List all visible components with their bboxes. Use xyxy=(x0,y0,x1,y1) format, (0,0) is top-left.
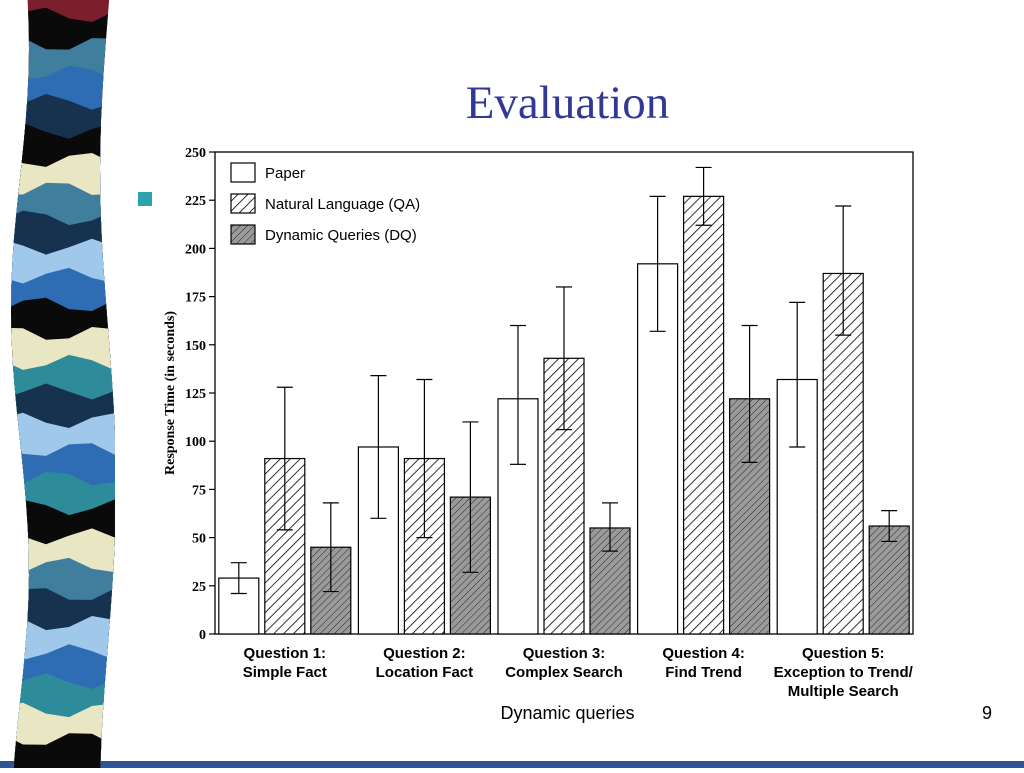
legend-label: Paper xyxy=(265,165,305,182)
legend-label: Natural Language (QA) xyxy=(265,196,420,213)
x-category-label: Question 1: xyxy=(244,645,327,662)
error-bar xyxy=(881,510,898,543)
bullet-marker xyxy=(138,192,152,206)
legend-swatch xyxy=(230,224,256,245)
y-tick-label: 150 xyxy=(185,339,206,354)
error-bar xyxy=(741,324,758,464)
legend-swatch xyxy=(230,193,256,214)
error-bar xyxy=(416,378,433,539)
error-bar xyxy=(462,421,479,573)
page-number: 9 xyxy=(981,703,992,723)
bottom-accent-bar xyxy=(0,761,1024,768)
x-category-label: Exception to Trend/ xyxy=(774,664,914,681)
y-tick-label: 225 xyxy=(185,194,206,209)
y-tick-label: 100 xyxy=(185,435,206,450)
y-tick-label: 0 xyxy=(199,628,206,643)
x-category-label: Question 4: xyxy=(662,645,745,662)
ribbon-band xyxy=(11,732,115,768)
x-category-label: Question 5: xyxy=(802,645,885,662)
bar-gray-hatch-q5 xyxy=(868,525,910,635)
error-bar xyxy=(835,205,852,336)
evaluation-chart: 0 25 50 75 100 125 150 175 200 225 250 Response Tim… xyxy=(158,145,936,723)
error-bar xyxy=(556,286,572,431)
error-bar xyxy=(276,386,293,531)
error-bar xyxy=(322,502,339,593)
y-tick-label: 200 xyxy=(185,242,206,257)
y-tick-label: 250 xyxy=(185,146,206,161)
error-bar xyxy=(695,166,712,226)
x-category-label: Multiple Search xyxy=(788,683,899,700)
error-bar xyxy=(789,301,806,448)
slide-footer: Dynamic queries xyxy=(500,703,635,723)
error-bar xyxy=(602,502,618,552)
chart-svg: 0 25 50 75 100 125 150 175 200 225 250 Response Tim… xyxy=(163,146,914,700)
error-bar xyxy=(230,562,247,595)
x-category-label: Location Fact xyxy=(376,664,474,681)
error-bar xyxy=(510,324,526,465)
x-category-label: Question 3: xyxy=(523,645,606,662)
ribbon-svg xyxy=(11,0,115,768)
x-category-label: Find Trend xyxy=(665,664,742,681)
bar-hatch-q4 xyxy=(682,195,725,635)
y-tick-label: 25 xyxy=(192,580,206,595)
error-bar xyxy=(649,195,666,332)
error-bar xyxy=(370,375,387,519)
y-tick-label: 75 xyxy=(192,483,206,498)
x-category-label: Question 2: xyxy=(383,645,466,662)
y-tick-label: 50 xyxy=(192,532,206,547)
y-tick-label: 175 xyxy=(185,291,206,306)
page-title: Evaluation xyxy=(465,77,670,129)
legend-swatch xyxy=(230,162,256,183)
y-axis-title: Response Time (in seconds) xyxy=(163,311,178,475)
legend-label: Dynamic Queries (DQ) xyxy=(265,227,417,244)
y-tick-label: 125 xyxy=(185,387,206,402)
decorative-ribbon xyxy=(0,0,115,768)
x-category-label: Simple Fact xyxy=(243,664,327,681)
x-category-label: Complex Search xyxy=(505,664,623,681)
